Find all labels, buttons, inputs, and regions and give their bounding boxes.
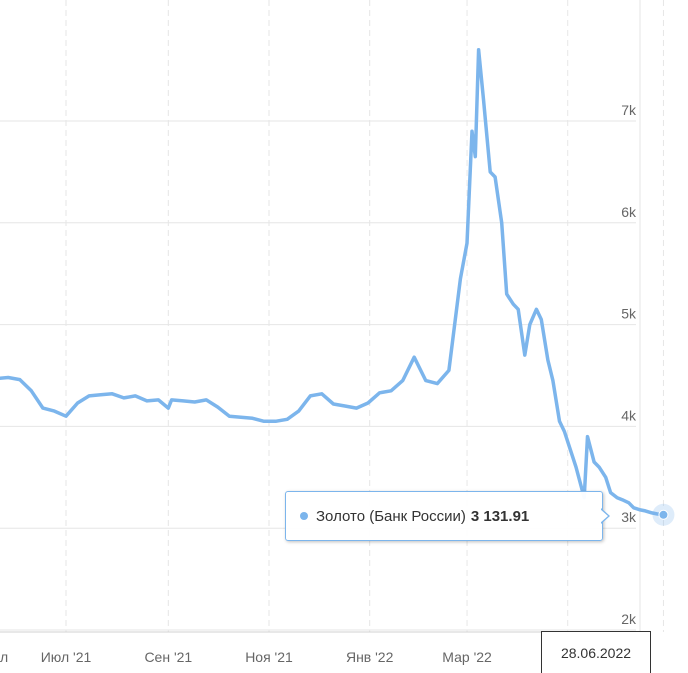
x-crosshair-date-label: 28.06.2022 (541, 631, 651, 673)
x-tick-label-partial: л (0, 649, 8, 665)
y-tick-label: 2k (621, 611, 637, 627)
x-tick-label: Сен '21 (144, 649, 192, 665)
right-axis-line (0, 0, 641, 633)
tooltip-value: 3 131.91 (470, 507, 530, 525)
hover-marker (652, 503, 675, 526)
y-grid-lines (0, 120, 636, 631)
tooltip-arrow-inner (600, 509, 608, 523)
x-tick-label: Мар '22 (442, 649, 492, 665)
hover-point (658, 509, 669, 520)
y-tick-label: 5k (621, 306, 637, 322)
x-tick-label: Июл '21 (41, 649, 92, 665)
y-tick-label: 4k (621, 407, 637, 423)
x-grid-lines (65, 0, 664, 632)
y-tick-label: 7k (621, 102, 637, 118)
series-line[interactable] (0, 47, 666, 517)
tooltip-series-name: Золото (Банк России) (316, 507, 466, 525)
y-axis-labels: 2k 3k 4k 5k 6k 7k (621, 102, 637, 627)
tooltip: Золото (Банк России) 3 131.91 (285, 491, 603, 541)
y-tick-label: 6k (621, 204, 637, 220)
x-tick-label: Ноя '21 (245, 649, 293, 665)
crosshair-date: 28.06.2022 (560, 644, 632, 661)
x-tick-label: Янв '22 (346, 649, 394, 665)
y-tick-label: 3k (621, 509, 637, 525)
series-gold[interactable] (0, 47, 666, 517)
tooltip-series-dot-icon (300, 512, 308, 520)
